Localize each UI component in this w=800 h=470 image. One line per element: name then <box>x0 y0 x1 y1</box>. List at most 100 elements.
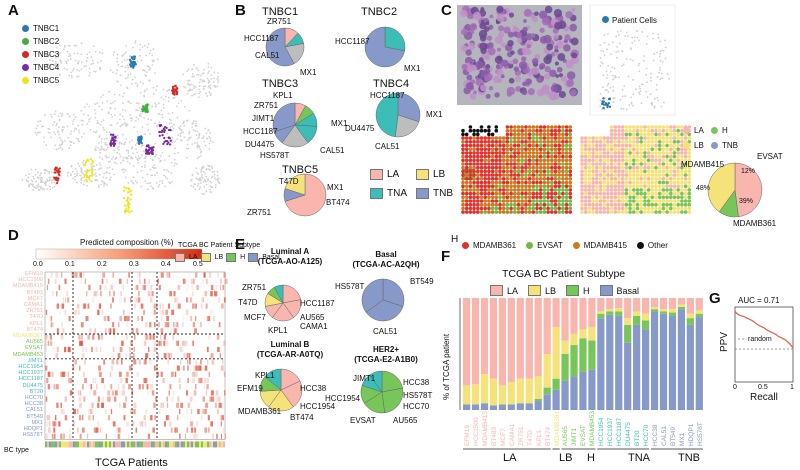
umap-point <box>94 50 97 53</box>
umap-point <box>63 67 66 70</box>
umap-point <box>36 131 39 134</box>
umap-point <box>171 180 173 183</box>
umap-point <box>191 83 193 86</box>
umap-point-tnbc5 <box>91 161 94 164</box>
umap-point <box>106 167 109 169</box>
umap-point <box>75 137 78 140</box>
umap-point <box>143 117 145 119</box>
umap-point <box>148 79 151 82</box>
umap-point <box>94 172 97 175</box>
umap-point <box>70 74 73 77</box>
umap-point <box>83 105 86 108</box>
umap-point <box>168 118 171 121</box>
umap-point <box>99 51 101 54</box>
umap-point <box>66 50 69 53</box>
umap-point <box>43 188 46 191</box>
umap-point <box>68 74 71 77</box>
umap-point <box>142 144 145 147</box>
umap-point <box>93 109 96 111</box>
umap-point <box>151 159 154 161</box>
umap-point-tnbc5 <box>129 193 133 196</box>
umap-point <box>164 95 167 98</box>
umap-point <box>137 118 140 120</box>
umap-point <box>73 118 76 121</box>
umap-point <box>88 174 91 177</box>
umap-point <box>119 118 121 121</box>
umap-point <box>123 52 126 55</box>
umap-point <box>188 109 191 112</box>
umap-point <box>119 113 122 116</box>
umap-point <box>196 137 199 140</box>
umap-point <box>114 107 116 110</box>
umap-point <box>208 91 211 93</box>
umap-point <box>54 144 57 147</box>
umap-point <box>196 67 198 70</box>
umap-point <box>36 171 39 174</box>
umap-point <box>61 126 64 129</box>
umap-point <box>144 73 147 76</box>
umap-point <box>43 169 46 172</box>
umap-point <box>209 132 211 134</box>
umap-point <box>139 156 142 159</box>
umap-point <box>83 180 86 183</box>
umap-point <box>204 144 207 147</box>
umap-point <box>184 86 187 89</box>
umap-point <box>50 179 53 182</box>
umap-point <box>153 59 155 62</box>
umap-point <box>176 105 178 108</box>
umap-point <box>112 101 114 104</box>
umap-point <box>148 52 151 55</box>
umap-point <box>78 131 81 134</box>
umap-point <box>55 124 58 127</box>
umap-point <box>143 166 146 169</box>
umap-point <box>180 99 183 102</box>
umap-point <box>183 136 186 139</box>
umap-point <box>45 54 48 56</box>
umap-point <box>119 84 122 87</box>
umap-point <box>96 61 99 64</box>
panel-label-d: D <box>8 227 19 244</box>
umap-point <box>174 162 176 165</box>
umap-point-tnbc5 <box>129 189 133 192</box>
umap-point <box>39 187 42 189</box>
umap-point <box>74 59 77 62</box>
umap-point <box>80 61 83 64</box>
umap-point <box>130 119 133 122</box>
umap-point <box>179 125 182 127</box>
umap-point <box>169 182 172 185</box>
umap-point <box>127 182 130 184</box>
umap-point <box>101 102 104 104</box>
umap-point <box>49 63 52 66</box>
umap-point <box>150 174 153 177</box>
umap-point <box>180 132 183 134</box>
umap-point <box>193 183 196 186</box>
umap-point <box>177 102 180 105</box>
umap-point <box>166 132 169 135</box>
umap-point <box>46 188 49 190</box>
umap-point <box>207 164 210 167</box>
umap-point <box>201 72 204 75</box>
umap-point <box>188 136 191 139</box>
umap-point <box>202 180 205 183</box>
umap-point <box>202 71 205 74</box>
umap-point <box>110 176 112 179</box>
umap-point <box>48 179 51 182</box>
umap-point <box>126 157 129 160</box>
umap-point <box>201 80 204 83</box>
umap-point <box>101 180 104 183</box>
umap-point <box>213 71 216 74</box>
umap-point <box>188 79 191 82</box>
umap-point <box>113 161 116 164</box>
umap-point <box>115 72 118 75</box>
umap-point <box>190 94 193 97</box>
umap-point <box>131 139 133 142</box>
umap-point <box>77 162 80 165</box>
umap-point <box>66 175 69 177</box>
umap-point <box>179 135 182 137</box>
umap-point <box>192 85 195 88</box>
umap-point <box>217 72 219 74</box>
umap-point <box>165 169 168 171</box>
umap-point <box>126 123 129 126</box>
umap-point <box>80 136 83 138</box>
umap-point <box>203 193 206 196</box>
